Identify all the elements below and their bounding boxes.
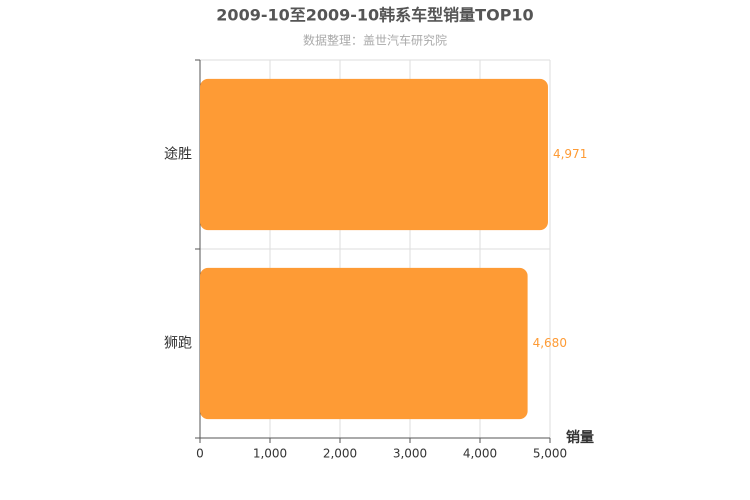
bar [200, 267, 528, 420]
y-tick-label: 狮跑 [164, 336, 192, 352]
x-tick-label: 0 [196, 447, 204, 461]
x-tick-label: 5,000 [533, 447, 567, 461]
value-label: 4,680 [533, 336, 567, 350]
x-tick-label: 1,000 [253, 447, 287, 461]
x-tick-label: 2,000 [323, 447, 357, 461]
bar [200, 78, 548, 231]
chart-subtitle: 数据整理：盖世汽车研究院 [303, 33, 447, 48]
chart-title: 2009-10至2009-10韩系车型销量TOP10 [216, 6, 533, 25]
x-tick-label: 4,000 [463, 447, 497, 461]
y-tick-label: 途胜 [164, 146, 192, 163]
x-axis-label: 销量 [566, 429, 594, 446]
x-tick-label: 3,000 [393, 447, 427, 461]
value-label: 4,971 [553, 147, 587, 161]
